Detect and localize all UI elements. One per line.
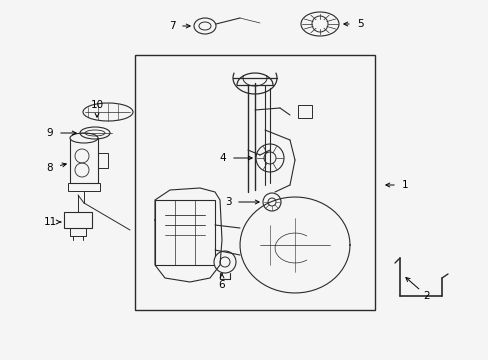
- Text: 7: 7: [168, 21, 175, 31]
- Bar: [70, 228, 86, 236]
- Bar: [98, 153, 108, 168]
- Ellipse shape: [70, 133, 98, 143]
- Text: 3: 3: [224, 197, 231, 207]
- Text: 4: 4: [219, 153, 226, 163]
- Circle shape: [263, 193, 281, 211]
- Text: 1: 1: [401, 180, 407, 190]
- Text: 5: 5: [356, 19, 363, 29]
- Circle shape: [214, 251, 236, 273]
- Text: 2: 2: [423, 291, 429, 301]
- Bar: [297, 105, 311, 118]
- Text: 6: 6: [218, 280, 225, 290]
- Bar: [135, 55, 374, 310]
- Bar: [64, 212, 92, 228]
- Text: 9: 9: [46, 128, 53, 138]
- Bar: [70, 138, 98, 183]
- Bar: [68, 183, 100, 191]
- Text: 8: 8: [46, 163, 53, 173]
- Bar: [155, 200, 215, 265]
- Text: 11: 11: [43, 217, 57, 227]
- Text: 10: 10: [90, 100, 103, 110]
